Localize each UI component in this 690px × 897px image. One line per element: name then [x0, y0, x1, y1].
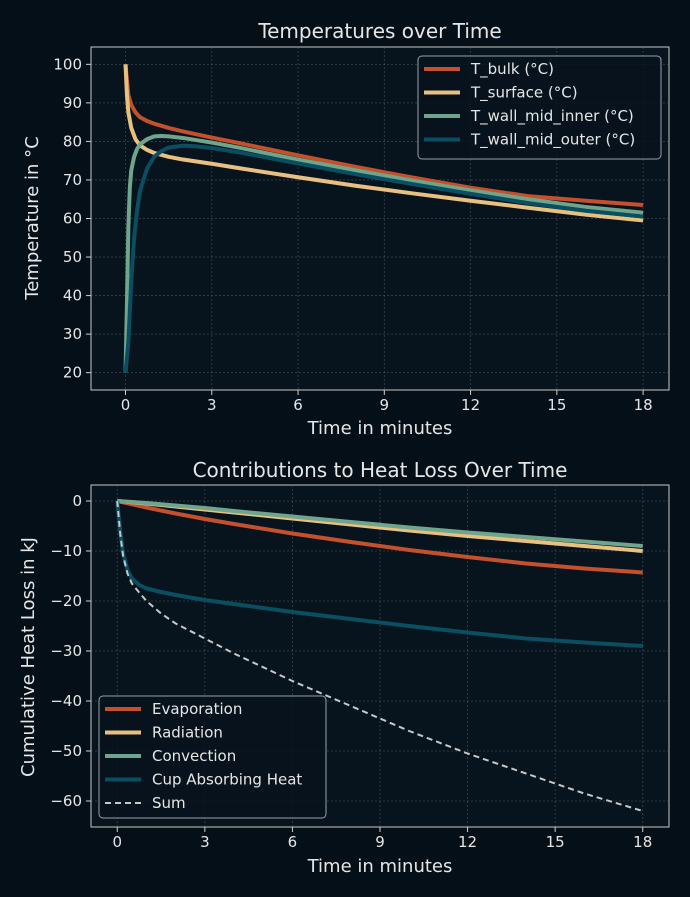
heat-loss-x-tick-label: 6 [288, 833, 298, 851]
temperature-x-tick-label: 12 [461, 396, 480, 414]
temperature-series-t-wall-mid-outer-c [123, 143, 644, 373]
heat-loss-y-tick-label: −10 [50, 542, 82, 560]
heat-loss-x-tick-label: 0 [112, 833, 122, 851]
heat-loss-x-tick-label: 18 [633, 833, 652, 851]
heat-loss-y-tick-label: −40 [50, 692, 82, 710]
heat-loss-series-sum [116, 500, 644, 812]
heat-loss-legend-label-radiation: Radiation [152, 724, 223, 742]
temperature-series-t-wall-mid-inner-c [123, 134, 644, 373]
heat-loss-legend-label-cup-absorbing-heat: Cup Absorbing Heat [152, 771, 302, 789]
heat-loss-chart: 0 3 6 9 12 15 18 0 −10 −20 −30 −40 −50 −60 Contributi… [18, 458, 670, 877]
temperature-legend-label-t-wall-mid-outer-c: T_wall_mid_outer (°C) [470, 131, 635, 150]
heat-loss-legend-label-sum: Sum [152, 794, 186, 812]
heat-loss-x-axis-label: Time in minutes [307, 856, 453, 877]
temperature-y-tick-label: 30 [63, 325, 82, 343]
heat-loss-y-tick-label: 0 [72, 492, 82, 510]
temperature-y-tick-label: 40 [63, 287, 82, 305]
heat-loss-chart-title: Contributions to Heat Loss Over Time [193, 458, 568, 482]
temperature-y-tick-label: 100 [53, 55, 82, 73]
temperature-legend-label-t-surface-c: T_surface (°C) [470, 84, 578, 103]
temperature-y-tick-label: 50 [63, 248, 82, 266]
temperature-legend-box [417, 55, 662, 160]
temperature-chart-title: Temperatures over Time [257, 19, 501, 43]
heat-loss-x-tick-label: 9 [375, 833, 385, 851]
heat-loss-legend: Evaporation Radiation Convection Cup Absorb… [98, 695, 327, 819]
temperature-y-tick-label: 90 [63, 94, 82, 112]
temperature-x-tick-label: 9 [380, 396, 390, 414]
heat-loss-series [115, 499, 644, 812]
heat-loss-y-tick-label: −60 [50, 792, 82, 810]
temperature-x-tick-label: 18 [634, 396, 653, 414]
heat-loss-y-tick-label: −50 [50, 742, 82, 760]
temperature-y-tick-label: 80 [63, 132, 82, 150]
heat-loss-x-tick-label: 3 [200, 833, 210, 851]
temperature-y-tick-label: 70 [63, 171, 82, 189]
heat-loss-y-axis-label: Cumulative Heat Loss in kJ [18, 537, 39, 777]
heat-loss-legend-box [98, 695, 327, 819]
heat-loss-x-tick-label: 12 [458, 833, 477, 851]
temperature-x-tick-label: 0 [121, 396, 131, 414]
temperature-series-t-bulk-c [123, 64, 644, 208]
temperature-legend: T_bulk (°C) T_surface (°C) T_wall_mid_inne… [417, 55, 662, 160]
temperature-legend-label-t-bulk-c: T_bulk (°C) [470, 60, 554, 79]
heat-loss-legend-label-convection: Convection [152, 747, 236, 765]
heat-loss-series-cup-absorbing-heat [115, 500, 643, 648]
temperature-x-tick-label: 6 [293, 396, 303, 414]
temperature-legend-label-t-wall-mid-inner-c: T_wall_mid_inner (°C) [470, 107, 634, 126]
temperature-series-t-surface-c [123, 64, 644, 223]
heat-loss-series-convection [117, 499, 643, 548]
temperature-ticks: 0 3 6 9 12 15 18 20 30 40 50 60 70 80 90 100 [53, 55, 652, 414]
temperature-series [123, 64, 644, 373]
heat-loss-ticks: 0 3 6 9 12 15 18 0 −10 −20 −30 −40 −50 −60 [50, 492, 652, 851]
heat-loss-y-tick-label: −30 [50, 642, 82, 660]
temperature-y-tick-label: 60 [63, 210, 82, 228]
temperature-y-axis-label: Temperature in °C [22, 136, 43, 300]
heat-loss-y-tick-label: −20 [50, 592, 82, 610]
temperature-x-axis-label: Time in minutes [307, 418, 453, 439]
heat-loss-series-evaporation [116, 499, 643, 575]
temperature-chart: 0 3 6 9 12 15 18 20 30 40 50 60 70 80 90 100 Temperatur… [22, 19, 670, 439]
temperature-y-tick-label: 20 [63, 364, 82, 382]
heat-loss-x-tick-label: 15 [546, 833, 565, 851]
temperature-x-tick-label: 15 [547, 396, 566, 414]
temperature-x-tick-label: 3 [207, 396, 217, 414]
heat-loss-legend-label-evaporation: Evaporation [152, 700, 242, 718]
